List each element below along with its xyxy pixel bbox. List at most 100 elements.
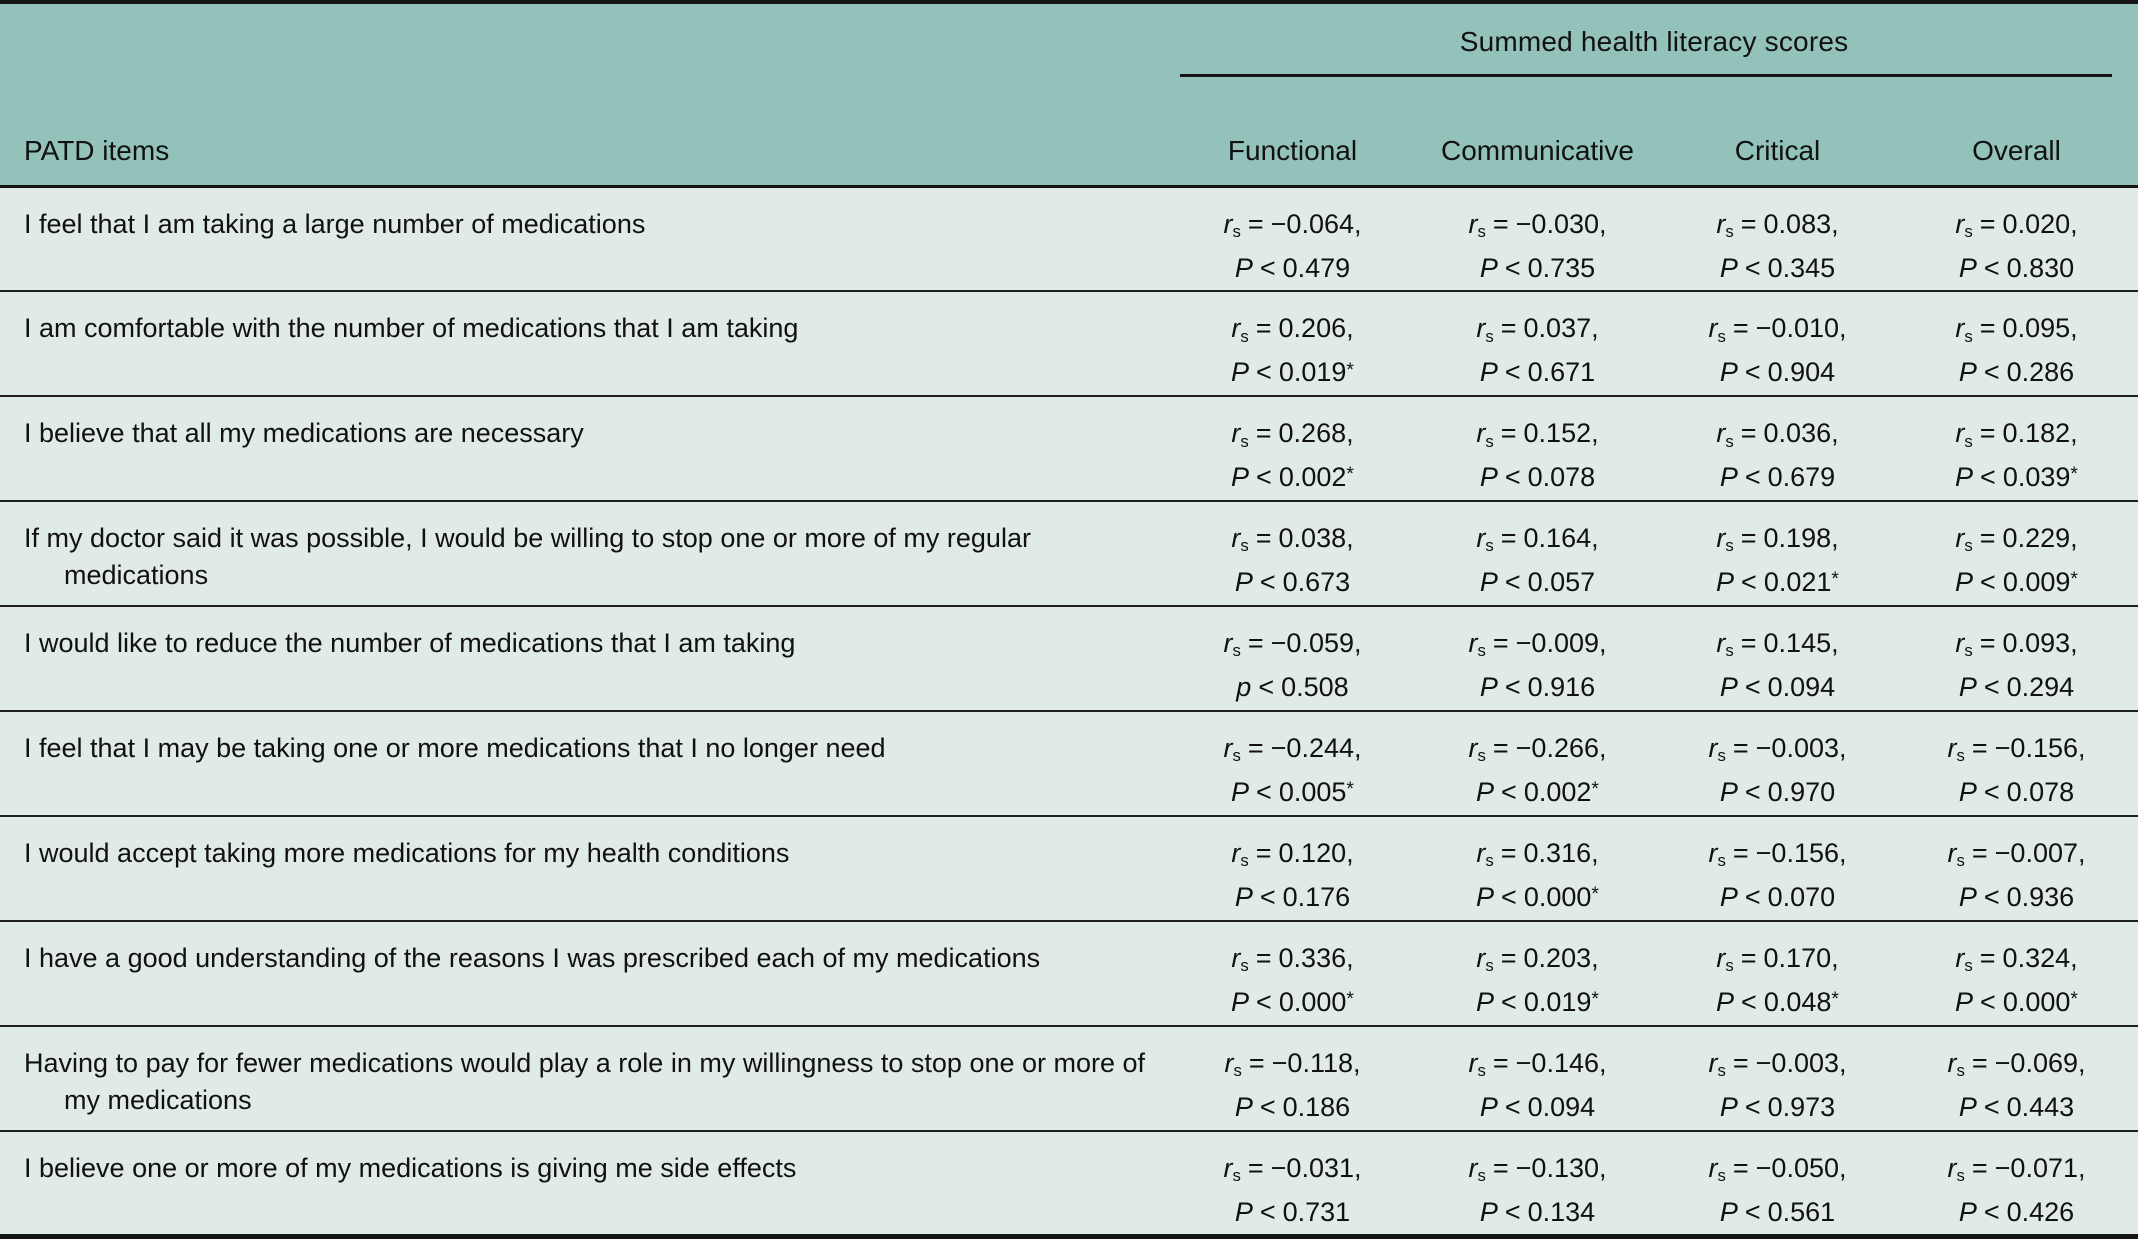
r-line: rs = −0.064, — [1171, 204, 1414, 248]
r-symbol: r — [1223, 1152, 1233, 1183]
r-subscript: s — [1717, 746, 1726, 766]
r-symbol: r — [1223, 733, 1233, 764]
p-symbol: P — [1719, 777, 1738, 808]
r-line: rs = 0.316, — [1416, 833, 1659, 877]
p-symbol: P — [1234, 882, 1253, 913]
p-symbol: P — [1234, 1196, 1253, 1227]
less-than-sign: < — [1259, 1196, 1276, 1227]
r-line: rs = 0.093, — [1896, 623, 2137, 667]
r-line: rs = −0.118, — [1171, 1043, 1414, 1087]
r-line: rs = −0.266, — [1416, 728, 1659, 772]
p-line: P <0.070 — [1661, 877, 1894, 917]
stat-cell-functional: rs = 0.206, P <0.019* — [1170, 291, 1415, 398]
equals-sign: = — [1979, 523, 1996, 554]
equals-sign: = — [1971, 838, 1988, 869]
r-line: rs = −0.010, — [1661, 308, 1894, 352]
p-line: P <0.002* — [1416, 772, 1659, 812]
p-line: P <0.671 — [1416, 352, 1659, 392]
r-symbol: r — [1955, 418, 1965, 449]
r-value: 0.145, — [1763, 628, 1839, 659]
patd-item-cell: I would like to reduce the number of med… — [0, 606, 1170, 713]
less-than-sign: < — [1983, 357, 2000, 388]
p-value: 0.000 — [1278, 987, 1347, 1018]
p-line: P <0.057 — [1416, 562, 1659, 602]
r-value: −0.010, — [1755, 313, 1847, 344]
r-subscript: s — [1964, 222, 1973, 242]
stat-cell-communicative: rs = 0.152, P <0.078 — [1415, 396, 1660, 503]
table-row: I am comfortable with the number of medi… — [0, 291, 2138, 398]
r-subscript: s — [1725, 956, 1734, 976]
stat-cell-functional: rs = 0.268, P <0.002* — [1170, 396, 1415, 503]
significance-star: * — [1346, 358, 1354, 381]
r-line: rs = −0.069, — [1896, 1043, 2137, 1087]
table-row: I feel that I may be taking one or more … — [0, 711, 2138, 818]
p-symbol: P — [1231, 462, 1250, 493]
equals-sign: = — [1247, 733, 1264, 764]
equals-sign: = — [1979, 209, 1996, 239]
r-symbol: r — [1955, 209, 1965, 239]
r-subscript: s — [1232, 746, 1241, 766]
p-symbol: P — [1479, 1092, 1498, 1122]
p-line: P <0.005* — [1171, 772, 1414, 812]
patd-item-cell: I have a good understanding of the reaso… — [0, 921, 1170, 1027]
r-subscript: s — [1485, 536, 1494, 556]
stat-cell-critical: rs = −0.156, P <0.070 — [1660, 816, 1895, 923]
equals-sign: = — [1971, 733, 1988, 764]
r-symbol: r — [1716, 628, 1726, 659]
patd-item-text: I have a good understanding of the reaso… — [24, 943, 1041, 974]
p-symbol: P — [1958, 882, 1977, 913]
patd-item-cell: I believe one or more of my medications … — [0, 1131, 1170, 1237]
p-symbol: P — [1479, 672, 1498, 703]
equals-sign: = — [1732, 838, 1749, 869]
less-than-sign: < — [1504, 357, 1521, 388]
p-value: 0.294 — [2006, 672, 2075, 703]
r-value: −0.146, — [1515, 1048, 1607, 1078]
p-value: 0.000 — [2002, 987, 2071, 1018]
p-value: 0.019 — [1523, 987, 1592, 1018]
r-value: −0.071, — [1994, 1152, 2086, 1183]
r-line: rs = −0.059, — [1171, 623, 1414, 667]
r-symbol: r — [1476, 943, 1486, 974]
p-line: P <0.078 — [1416, 457, 1659, 497]
stat-cell-critical: rs = 0.083, P <0.345 — [1660, 186, 1895, 293]
p-value: 0.048 — [1763, 987, 1832, 1018]
p-symbol: P — [1476, 882, 1495, 913]
patd-item-cell: I feel that I may be taking one or more … — [0, 711, 1170, 818]
p-line: P <0.673 — [1171, 562, 1414, 602]
p-symbol: P — [1479, 462, 1498, 493]
stat-cell-communicative: rs = −0.130, P <0.134 — [1415, 1131, 1660, 1237]
less-than-sign: < — [1741, 567, 1757, 598]
less-than-sign: < — [1504, 462, 1521, 493]
less-than-sign: < — [1259, 253, 1276, 283]
p-value: 0.002 — [1523, 777, 1592, 808]
p-symbol: P — [1958, 1092, 1977, 1122]
p-line: P <0.186 — [1171, 1087, 1414, 1127]
p-symbol: P — [1958, 777, 1977, 808]
significance-star: * — [1591, 883, 1599, 906]
r-symbol: r — [1716, 209, 1726, 239]
table-row: Having to pay for fewer medications woul… — [0, 1026, 2138, 1132]
p-value: 0.019 — [1278, 357, 1347, 388]
p-value: 0.094 — [1767, 672, 1836, 703]
p-line: P <0.735 — [1416, 248, 1659, 288]
r-line: rs = −0.030, — [1416, 204, 1659, 248]
patd-item-cell: I believe that all my medications are ne… — [0, 396, 1170, 503]
less-than-sign: < — [1256, 357, 1272, 388]
p-value: 0.070 — [1767, 882, 1836, 913]
p-line: P <0.970 — [1661, 772, 1894, 812]
stat-cell-overall: rs = 0.095, P <0.286 — [1895, 291, 2138, 398]
r-subscript: s — [1717, 326, 1726, 346]
r-line: rs = −0.244, — [1171, 728, 1414, 772]
significance-star: * — [1591, 988, 1599, 1011]
p-symbol: P — [1955, 567, 1974, 598]
stat-cell-overall: rs = 0.324, P <0.000* — [1895, 921, 2138, 1027]
spanner-title: Summed health literacy scores — [1459, 26, 1849, 57]
equals-sign: = — [1979, 418, 1996, 449]
r-value: −0.244, — [1270, 733, 1362, 764]
r-line: rs = 0.164, — [1416, 518, 1659, 562]
r-line: rs = 0.182, — [1896, 413, 2137, 457]
patd-item-cell: I would accept taking more medications f… — [0, 816, 1170, 923]
p-symbol: P — [1234, 567, 1253, 598]
p-line: P <0.561 — [1661, 1192, 1894, 1232]
r-symbol: r — [1223, 628, 1233, 659]
